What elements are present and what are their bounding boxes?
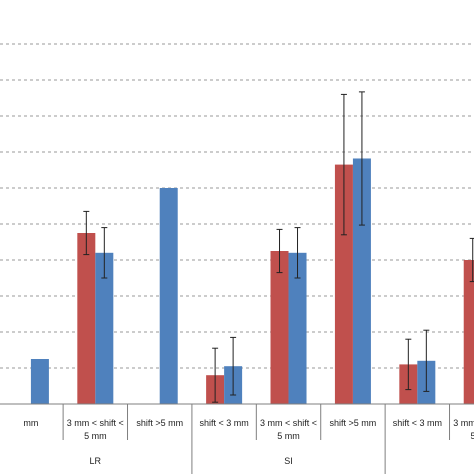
gridlines bbox=[0, 43, 474, 369]
category-label: 5 mm bbox=[470, 431, 474, 441]
bar-series1-cat8 bbox=[463, 260, 474, 404]
category-label: 3 mm < shift < bbox=[67, 418, 124, 428]
category-label: shift >5 mm bbox=[136, 418, 183, 428]
group-label-si: SI bbox=[284, 456, 293, 466]
category-label: 5 mm bbox=[277, 431, 300, 441]
bars bbox=[30, 158, 474, 404]
group-label-lr: LR bbox=[90, 456, 102, 466]
bar-series2-cat2 bbox=[95, 252, 114, 404]
category-label: 3 mm < shift < bbox=[453, 418, 474, 428]
bar-series1-cat2 bbox=[77, 233, 96, 404]
bar-series1-cat5 bbox=[270, 251, 289, 404]
category-label: shift >5 mm bbox=[330, 418, 377, 428]
category-label: mm bbox=[23, 418, 38, 428]
category-label: shift < 3 mm bbox=[393, 418, 442, 428]
x-tick-labels: mm 3 mm < shift < 5 mm shift >5 mm shift < 3… bbox=[23, 418, 474, 466]
bar-series2-cat5 bbox=[288, 252, 307, 404]
category-label: 3 mm < shift < bbox=[260, 418, 317, 428]
error-bars bbox=[83, 91, 474, 403]
x-axis bbox=[0, 403, 474, 474]
category-label: shift < 3 mm bbox=[199, 418, 248, 428]
category-label: 5 mm bbox=[84, 431, 107, 441]
bar-series2-cat1 bbox=[30, 359, 49, 404]
bar-series1-cat6 bbox=[334, 164, 353, 404]
bar-series2-cat6 bbox=[352, 158, 371, 404]
bar-series2-cat3 bbox=[159, 188, 178, 404]
